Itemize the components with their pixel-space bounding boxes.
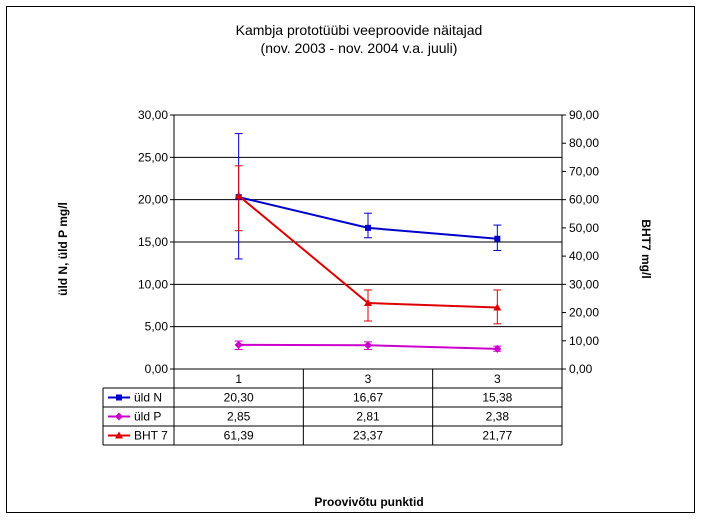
legend-entry: üld N xyxy=(134,391,162,405)
data-label: 23,37 xyxy=(353,429,383,443)
legend-entry: BHT 7 xyxy=(134,429,168,443)
chart-frame: Kambja prototüübi veeproovide näitajad (… xyxy=(6,6,695,513)
y-tick-label: 20,00 xyxy=(138,193,168,207)
data-label: 2,38 xyxy=(486,410,510,424)
data-point xyxy=(364,299,372,307)
category-label: 3 xyxy=(494,372,501,386)
y2-tick-label: 80,00 xyxy=(569,136,599,150)
y-tick-label: 10,00 xyxy=(138,277,168,291)
data-point xyxy=(494,235,501,242)
y2-axis-title: BHT7 mg/l xyxy=(639,219,653,278)
data-label: 15,38 xyxy=(482,391,512,405)
data-point xyxy=(493,344,502,353)
chart-subtitle: (nov. 2003 - nov. 2004 v.a. juuli) xyxy=(261,40,458,56)
y2-tick-label: 20,00 xyxy=(569,306,599,320)
y2-tick-label: 90,00 xyxy=(569,108,599,122)
data-point xyxy=(234,340,243,349)
legend-marker xyxy=(115,412,123,421)
data-label: 2,85 xyxy=(227,410,251,424)
data-label: 61,39 xyxy=(224,429,254,443)
data-label: 21,77 xyxy=(482,429,512,443)
plot-area: 0,00 5,00 10,00 15,00 20,00 25,00 30,00 0,00 10,… xyxy=(102,108,599,446)
category-label: 3 xyxy=(365,372,372,386)
data-label: 20,30 xyxy=(224,391,254,405)
y-tick-label: 25,00 xyxy=(138,150,168,164)
chart-canvas: Kambja prototüübi veeproovide näitajad (… xyxy=(56,22,653,509)
y2-tick-label: 50,00 xyxy=(569,221,599,235)
data-point xyxy=(493,303,502,311)
x-axis-title: Proovivõtu punktid xyxy=(314,495,423,509)
y2-tick-label: 0,00 xyxy=(569,362,593,376)
y-tick-label: 15,00 xyxy=(138,235,168,249)
y2-tick-label: 70,00 xyxy=(569,164,599,178)
category-label: 1 xyxy=(235,372,242,386)
legend-entry: üld P xyxy=(134,410,161,424)
legend-marker xyxy=(115,431,123,439)
legend-marker xyxy=(116,394,122,401)
data-point xyxy=(364,341,372,350)
data-label: 2,81 xyxy=(356,410,380,424)
data-point xyxy=(365,224,371,231)
y2-tick-label: 10,00 xyxy=(569,334,599,348)
plot-border xyxy=(173,114,563,370)
y-tick-label: 5,00 xyxy=(145,320,169,334)
data-label: 16,67 xyxy=(353,391,383,405)
y2-tick-label: 40,00 xyxy=(569,249,599,263)
y-tick-label: 30,00 xyxy=(138,108,168,122)
y-axis-title: üld N, üld P mg/l xyxy=(56,202,70,296)
y2-tick-label: 60,00 xyxy=(569,193,599,207)
y2-tick-label: 30,00 xyxy=(569,277,599,291)
y-tick-label: 0,00 xyxy=(145,362,169,376)
chart-title: Kambja prototüübi veeproovide näitajad xyxy=(236,22,483,38)
data-point xyxy=(234,191,243,199)
